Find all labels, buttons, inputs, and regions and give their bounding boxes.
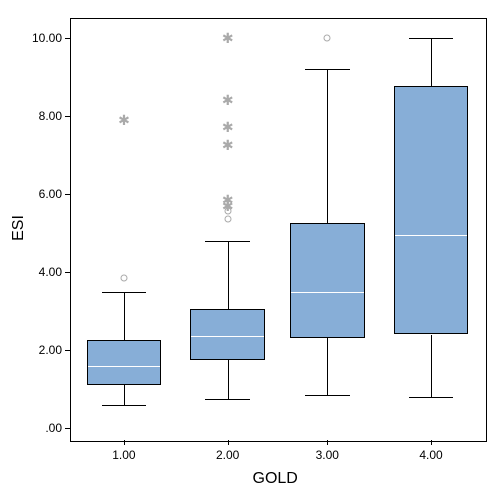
whisker-cap [102,405,147,406]
box-rect [190,309,265,360]
median-line [191,336,264,337]
y-tick-label: 4.00 [20,265,62,279]
whisker-line [327,338,328,395]
whisker-cap [409,38,454,39]
whisker-line [124,292,125,341]
box-rect [87,340,162,385]
whisker-cap [102,292,147,293]
outlier-star: ✱ [222,31,234,45]
median-line [395,235,468,236]
y-tick-mark [65,194,70,195]
x-tick-label: 3.00 [307,448,347,462]
box-rect [394,86,469,334]
y-tick-label: 2.00 [20,343,62,357]
x-tick-mark [228,440,229,445]
x-tick-mark [431,440,432,445]
y-tick-mark [65,272,70,273]
y-tick-label: .00 [20,421,62,435]
x-axis-label: GOLD [253,470,298,488]
x-tick-mark [124,440,125,445]
boxplot-chart: ESI GOLD .00 2.00 4.00 6.00 8.00 10.00 1.00 2.0… [0,0,500,501]
whisker-line [228,360,229,399]
y-tick-mark [65,116,70,117]
whisker-cap [205,399,250,400]
outlier-star: ✱ [222,120,234,134]
whisker-line [431,38,432,87]
outlier-circle [324,34,331,41]
whisker-line [228,241,229,309]
x-tick-label: 4.00 [411,448,451,462]
outlier-star: ✱ [222,138,234,152]
outlier-star: ✱ [118,113,130,127]
x-tick-mark [327,440,328,445]
whisker-line [124,385,125,405]
whisker-cap [305,69,350,70]
whisker-cap [409,397,454,398]
y-tick-mark [65,428,70,429]
median-line [88,366,161,367]
whisker-line [431,335,432,398]
whisker-line [327,69,328,223]
outlier-star: ✱ [222,193,234,207]
y-tick-mark [65,350,70,351]
outlier-star: ✱ [222,93,234,107]
x-tick-label: 2.00 [208,448,248,462]
y-tick-mark [65,38,70,39]
outlier-circle [120,274,127,281]
y-tick-label: 10.00 [20,31,62,45]
x-tick-label: 1.00 [104,448,144,462]
outlier-circle [224,216,231,223]
box-rect [290,223,365,338]
y-tick-label: 8.00 [20,109,62,123]
y-tick-label: 6.00 [20,187,62,201]
y-axis-label: ESI [10,215,28,241]
whisker-cap [205,241,250,242]
median-line [291,292,364,293]
whisker-cap [305,395,350,396]
